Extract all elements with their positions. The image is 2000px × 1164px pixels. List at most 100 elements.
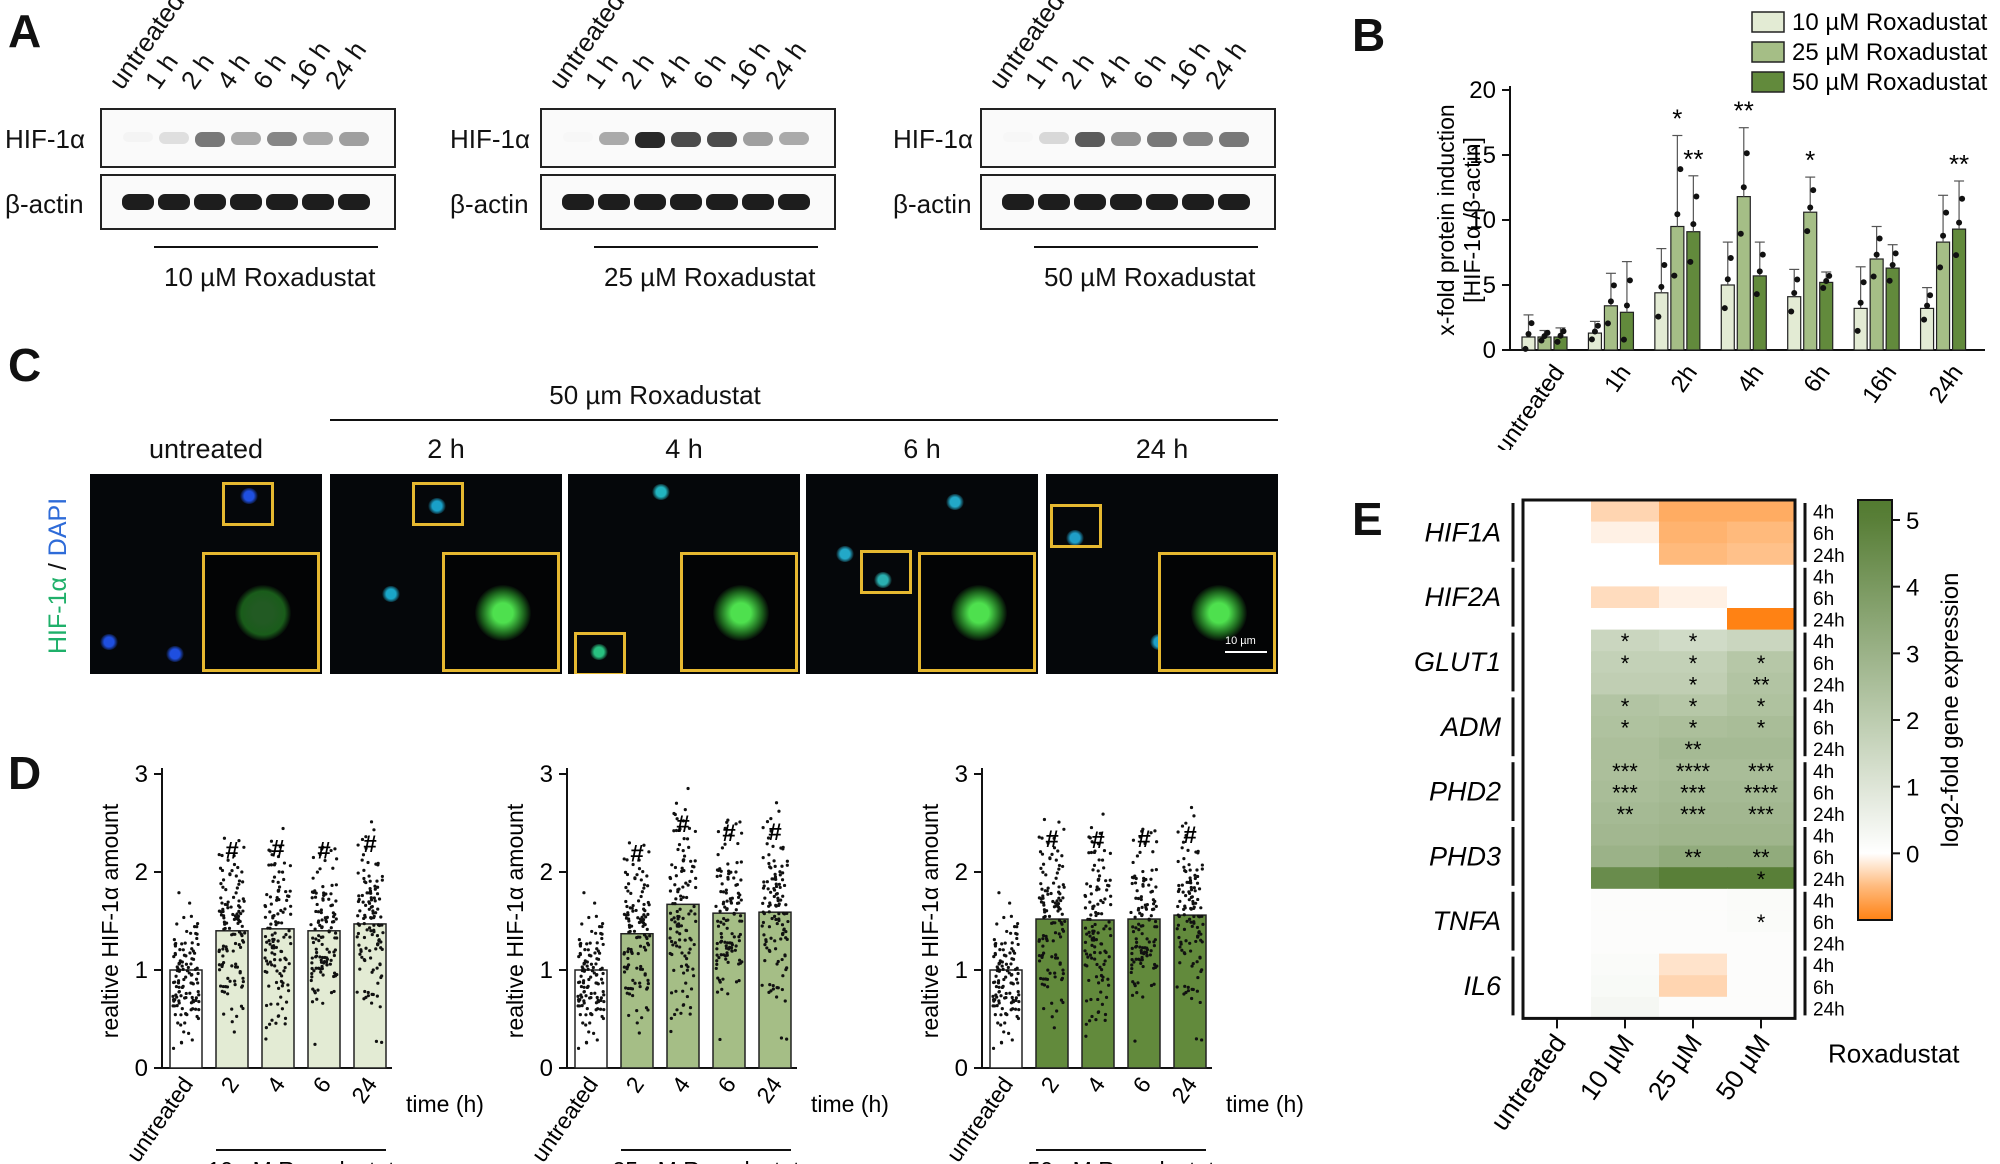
time-label: 6h <box>1813 848 1834 869</box>
data-point <box>1060 854 1064 858</box>
data-point <box>1108 851 1112 855</box>
data-point <box>578 952 583 957</box>
data-point <box>1623 302 1630 309</box>
data-point <box>1094 975 1099 979</box>
data-point <box>1178 961 1182 965</box>
data-point <box>689 859 693 863</box>
column-label-4: 24 h <box>1135 434 1189 464</box>
micrograph-3 <box>806 474 1038 674</box>
data-point <box>376 885 380 889</box>
data-point <box>1037 938 1041 942</box>
data-point <box>1136 981 1140 985</box>
data-point <box>1007 1031 1011 1035</box>
data-point <box>193 967 198 972</box>
time-label: 6h <box>1813 913 1834 934</box>
data-point <box>181 984 185 988</box>
data-point <box>598 967 603 972</box>
data-point <box>374 911 378 915</box>
data-point <box>782 912 787 916</box>
data-point <box>1141 884 1145 888</box>
data-point <box>275 969 279 973</box>
significance-mark: * <box>1689 694 1698 719</box>
data-point <box>310 975 314 979</box>
data-point <box>1200 940 1204 944</box>
data-point <box>1743 150 1750 157</box>
data-point <box>643 948 648 952</box>
hif-band <box>159 132 189 144</box>
data-point <box>238 945 243 949</box>
data-point <box>583 968 587 972</box>
y-tick-label: 3 <box>540 761 553 788</box>
data-point <box>366 990 370 995</box>
data-point <box>179 1041 184 1045</box>
data-point <box>230 1007 234 1011</box>
data-point <box>785 1037 789 1041</box>
data-point <box>999 1041 1004 1045</box>
data-point <box>675 909 679 914</box>
data-point <box>678 907 682 911</box>
data-point <box>994 974 998 978</box>
heatmap-cell <box>1659 500 1728 523</box>
data-point <box>235 886 239 890</box>
data-point <box>177 985 181 989</box>
data-point <box>327 897 331 901</box>
data-point <box>265 959 269 963</box>
data-point <box>1083 940 1088 944</box>
data-point <box>175 995 179 999</box>
data-point <box>356 843 360 847</box>
legend-label-0: 10 µM Roxadustat <box>1792 9 1988 36</box>
cell-nucleus <box>240 488 258 504</box>
data-point <box>1014 931 1018 936</box>
data-point <box>1804 228 1811 235</box>
data-point <box>716 829 721 834</box>
actin-blot-membrane <box>980 174 1276 230</box>
data-point <box>1096 902 1100 906</box>
data-point <box>217 963 222 967</box>
data-point <box>220 901 224 905</box>
data-point <box>1053 901 1057 905</box>
data-point <box>1154 904 1158 908</box>
legend-swatch-1 <box>1751 41 1785 63</box>
data-point <box>1011 1007 1015 1011</box>
panel-label-e: E <box>1352 493 1383 545</box>
data-point <box>375 892 380 896</box>
data-point <box>577 938 581 942</box>
data-point <box>785 937 789 942</box>
data-point <box>1823 277 1830 284</box>
data-point <box>646 900 650 905</box>
data-point <box>1198 956 1202 960</box>
data-point <box>1151 850 1155 854</box>
data-point <box>355 990 359 994</box>
data-point <box>672 916 676 920</box>
data-point <box>681 819 686 823</box>
data-point <box>272 863 277 867</box>
heatmap-cell <box>1727 932 1796 955</box>
data-point <box>593 901 597 905</box>
data-point <box>1013 1007 1018 1011</box>
data-point <box>761 826 765 830</box>
data-point <box>276 939 280 943</box>
data-point <box>1050 1015 1054 1019</box>
data-point <box>766 887 770 891</box>
data-point <box>1095 885 1099 889</box>
data-point <box>1150 889 1154 894</box>
colorbar-tick-label: 4 <box>1906 575 1919 602</box>
data-point <box>626 882 631 886</box>
data-point <box>1794 276 1801 283</box>
data-point <box>783 954 787 958</box>
heatmap-cell <box>1659 910 1728 933</box>
data-point <box>1000 942 1004 946</box>
data-point <box>717 978 722 982</box>
data-point <box>1003 941 1007 945</box>
data-point <box>1196 975 1200 980</box>
data-point <box>280 870 285 874</box>
data-point <box>632 929 637 933</box>
data-point <box>1044 977 1048 981</box>
data-point <box>670 939 674 944</box>
data-point <box>1090 956 1094 960</box>
data-point <box>368 949 372 953</box>
data-point <box>765 880 769 884</box>
data-point <box>239 912 243 916</box>
data-point <box>601 1016 606 1021</box>
data-point <box>674 897 678 901</box>
